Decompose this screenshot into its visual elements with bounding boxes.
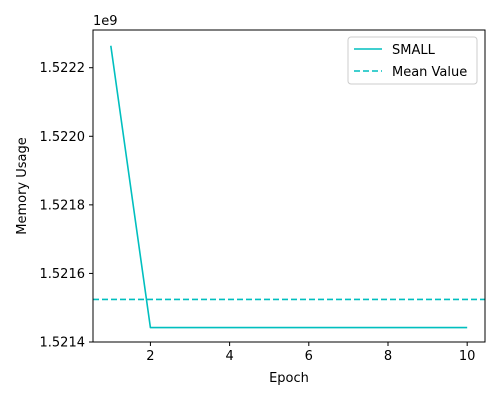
legend: SMALL Mean Value (347, 36, 478, 85)
x-axis-label: Epoch (269, 371, 309, 386)
plot-frame (92, 29, 486, 343)
y-tick-label: 1.5222 (40, 61, 86, 76)
legend-label-mean-value: Mean Value (392, 65, 467, 80)
y-tick-label: 1.5214 (40, 336, 86, 351)
y-tick-label: 1.5216 (40, 267, 86, 282)
y-axis-label: Memory Usage (15, 137, 30, 235)
x-ticks: 2 4 6 8 10 (146, 342, 475, 364)
y-ticks: 1.5214 1.5216 1.5218 1.5220 1.5222 (40, 61, 93, 351)
y-tick-label: 1.5218 (40, 198, 86, 213)
series-line-small (110, 45, 468, 329)
x-tick-label: 6 (305, 349, 313, 364)
y-tick-label: 1.5220 (40, 130, 86, 145)
series-layer (93, 45, 485, 329)
legend-label-small: SMALL (392, 43, 436, 58)
x-tick-label: 4 (225, 349, 233, 364)
x-tick-label: 2 (146, 349, 154, 364)
x-tick-label: 10 (459, 349, 476, 364)
x-tick-label: 8 (384, 349, 392, 364)
y-offset-label: 1e9 (93, 14, 118, 29)
